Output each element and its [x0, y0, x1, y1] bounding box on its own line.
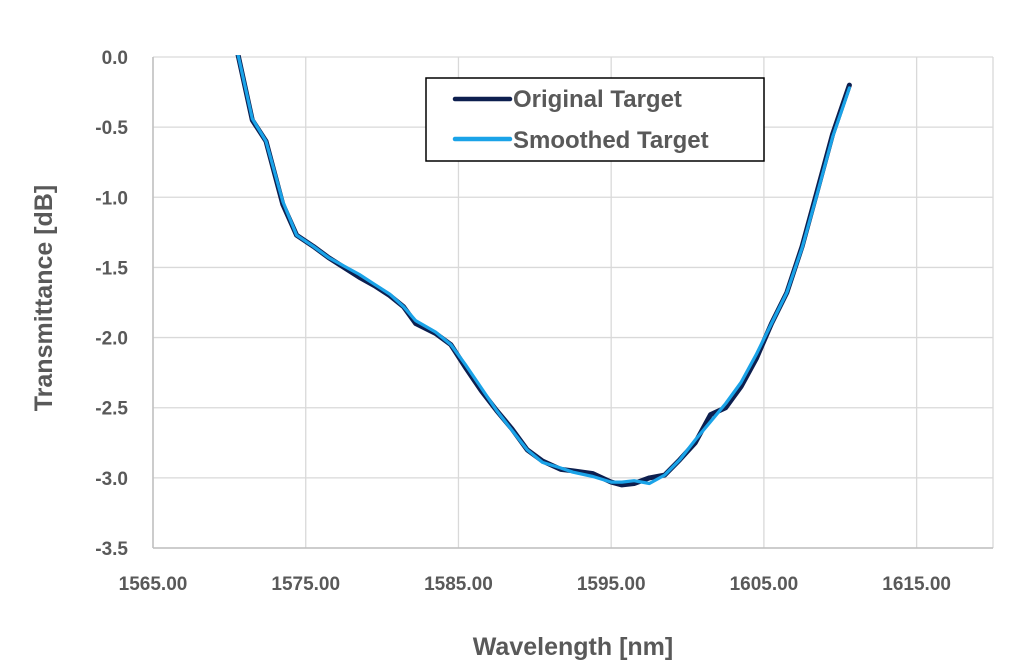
x-tick-label: 1595.00 — [577, 574, 646, 595]
y-tick-label: -1.5 — [95, 258, 128, 279]
x-tick-label: 1615.00 — [882, 574, 951, 595]
legend-label-original: Original Target — [513, 86, 682, 113]
y-tick-label: -2.0 — [95, 329, 128, 350]
series-line-smoothed — [236, 55, 852, 486]
legend-label-smoothed: Smoothed Target — [513, 127, 709, 154]
y-tick-label: -3.5 — [95, 539, 128, 560]
x-tick-label: 1565.00 — [119, 574, 188, 595]
legend-box — [425, 77, 765, 162]
x-tick-label: 1585.00 — [424, 574, 493, 595]
y-tick-label: -3.0 — [95, 469, 128, 490]
x-tick-label: 1605.00 — [730, 574, 799, 595]
legend: Original Target Smoothed Target — [425, 77, 765, 162]
y-tick-label: -1.0 — [95, 188, 128, 209]
x-axis-title: Wavelength [nm] — [473, 633, 673, 661]
y-axis-title: Transmittance [dB] — [30, 185, 58, 411]
y-axis-ticks: 0.0 -0.5 -1.0 -1.5 -2.0 -2.5 -3.0 -3.5 — [95, 48, 128, 560]
y-tick-label: -2.5 — [95, 399, 128, 420]
x-axis-ticks: 1565.00 1575.00 1585.00 1595.00 1605.00 1615.… — [119, 574, 951, 595]
x-tick-label: 1575.00 — [271, 574, 340, 595]
series-layer — [235, 55, 852, 488]
y-tick-label: -0.5 — [95, 118, 128, 139]
y-tick-label: 0.0 — [102, 48, 128, 69]
